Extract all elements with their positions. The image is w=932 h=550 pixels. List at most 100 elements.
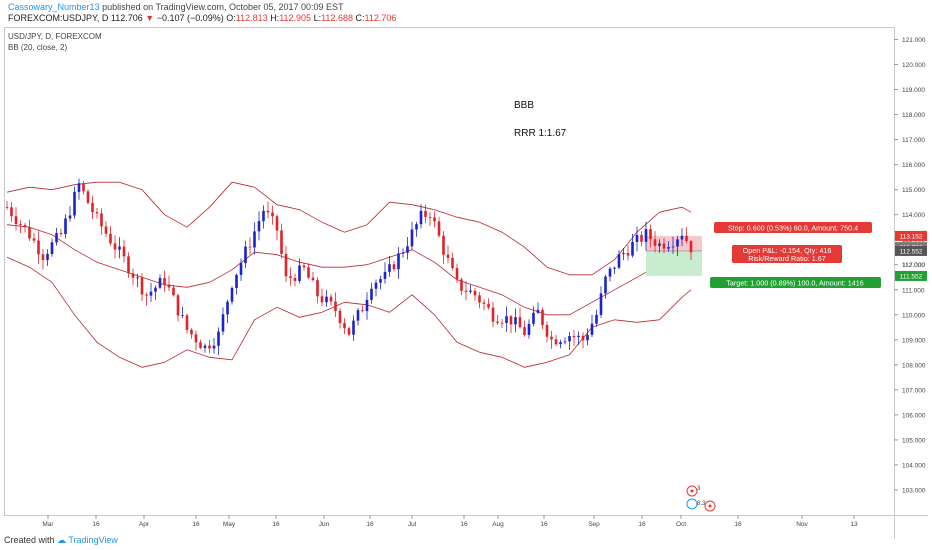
y-tick-label: 105.000 bbox=[902, 437, 926, 444]
candle-down bbox=[140, 277, 144, 295]
open-pl-label: Open P&L: -0.154, Qty: 416 Risk/Reward R… bbox=[732, 245, 842, 263]
candle-down bbox=[428, 216, 432, 218]
candle-up bbox=[235, 274, 238, 289]
candle-up bbox=[514, 317, 517, 325]
candle-up bbox=[73, 191, 76, 216]
candle-down bbox=[5, 207, 9, 208]
price-tag-label: 112.552 bbox=[899, 248, 922, 255]
candle-down bbox=[662, 243, 666, 249]
x-tick-label: 16 bbox=[460, 521, 468, 528]
candle-down bbox=[190, 329, 193, 335]
candle-down bbox=[500, 322, 504, 324]
price-chart[interactable]: 121.000 120.000 119.000 118.000 117.000 116.0… bbox=[4, 27, 928, 539]
candle-down bbox=[167, 284, 171, 288]
plot-area bbox=[4, 27, 895, 516]
author-link[interactable]: Cassowary_Number13 bbox=[8, 2, 100, 12]
candle-up bbox=[676, 239, 679, 247]
candle-up bbox=[622, 253, 625, 255]
y-tick-label: 115.000 bbox=[902, 187, 925, 194]
candle-down bbox=[275, 216, 279, 231]
time-axis[interactable]: Mar 16 Apr 16 May 16 Jun 16 Jul 16 Aug 16 Sep 16 Oct 16… bbox=[42, 515, 858, 528]
target-label-text: Target: 1.000 (0.89%) 100.0, Amount: 141… bbox=[726, 279, 863, 288]
y-tick-label: 121.000 bbox=[902, 37, 926, 44]
event-count-2: 8.3 bbox=[697, 501, 706, 507]
candle-up bbox=[226, 301, 229, 315]
take-profit-zone[interactable] bbox=[646, 250, 702, 276]
candle-up bbox=[298, 265, 301, 281]
price-tag-bg bbox=[895, 270, 927, 281]
candle-down bbox=[455, 268, 459, 280]
candle-down bbox=[473, 290, 477, 296]
price-tag-bg bbox=[895, 245, 927, 256]
candle-up bbox=[257, 221, 261, 232]
candle-up bbox=[55, 233, 58, 243]
y-tick-label: 109.000 bbox=[902, 337, 926, 344]
candle-up bbox=[631, 241, 634, 256]
footer: Created with ☁ TradingView bbox=[4, 535, 118, 546]
x-tick-label: 13 bbox=[850, 521, 858, 528]
candle-down bbox=[446, 254, 450, 258]
candle-down bbox=[32, 238, 36, 241]
candle-down bbox=[572, 336, 576, 338]
x-tick-label: Jun bbox=[319, 521, 330, 528]
candle-down bbox=[487, 303, 490, 308]
candle-down bbox=[685, 235, 688, 242]
candle-down bbox=[496, 321, 499, 323]
candle-up bbox=[568, 336, 571, 342]
candle-down bbox=[109, 233, 112, 244]
candle-down bbox=[82, 183, 85, 192]
candle-down bbox=[131, 273, 135, 278]
candle-down bbox=[23, 224, 27, 228]
candle-up bbox=[680, 235, 684, 240]
candle-down bbox=[280, 230, 283, 254]
indicator-legend: BB (20, close, 2) bbox=[8, 43, 67, 52]
candle-down bbox=[491, 307, 495, 322]
x-tick-label: Mar bbox=[42, 521, 54, 528]
candle-up bbox=[379, 279, 382, 283]
candle-down bbox=[316, 280, 319, 297]
candle-up bbox=[559, 342, 562, 345]
candle-down bbox=[100, 213, 103, 227]
tradingview-link[interactable]: TradingView bbox=[68, 535, 118, 545]
candle-up bbox=[419, 210, 423, 225]
economic-events[interactable]: 3 8.3 bbox=[686, 485, 716, 512]
candle-down bbox=[10, 207, 13, 217]
stop-loss-zone[interactable] bbox=[646, 235, 702, 251]
candle-down bbox=[554, 339, 558, 345]
candle-down bbox=[361, 310, 364, 312]
candle-down bbox=[581, 335, 585, 341]
candle-down bbox=[199, 342, 202, 348]
low-value: 112.688 bbox=[321, 13, 353, 23]
candle-up bbox=[221, 314, 225, 332]
candle-down bbox=[640, 234, 643, 242]
candle-down bbox=[163, 278, 166, 285]
candle-down bbox=[424, 210, 427, 217]
candle-down bbox=[37, 240, 40, 255]
candle-down bbox=[41, 254, 45, 260]
open-pl-label-bg bbox=[732, 245, 842, 263]
event-count-1: 3 bbox=[697, 486, 701, 492]
candle-up bbox=[136, 277, 139, 279]
publish-line: Cassowary_Number13 published on TradingV… bbox=[8, 2, 344, 12]
flag-us-icon[interactable] bbox=[686, 498, 698, 510]
candle-down bbox=[127, 256, 130, 274]
candle-up bbox=[181, 315, 184, 317]
candle-down bbox=[451, 257, 454, 269]
candle-down bbox=[482, 302, 486, 304]
candle-down bbox=[289, 276, 292, 279]
price-tag-label: 111.552 bbox=[900, 273, 923, 280]
candle-down bbox=[626, 253, 630, 256]
candle-up bbox=[158, 278, 162, 288]
chart-frame[interactable]: 121.000 120.000 119.000 118.000 117.000 116.0… bbox=[4, 27, 928, 539]
y-tick-label: 104.000 bbox=[902, 462, 926, 469]
candle-up bbox=[356, 310, 360, 321]
candlestick-series bbox=[5, 178, 693, 356]
candle-up bbox=[406, 246, 409, 253]
candle-up bbox=[352, 320, 355, 335]
price-tag-bg bbox=[895, 230, 927, 241]
candle-up bbox=[410, 229, 414, 247]
y-tick-label: 116.000 bbox=[902, 162, 925, 169]
candle-down bbox=[86, 191, 90, 203]
candle-down bbox=[122, 246, 126, 257]
price-axis[interactable]: 121.000 120.000 119.000 118.000 117.000 116.0… bbox=[894, 37, 927, 494]
